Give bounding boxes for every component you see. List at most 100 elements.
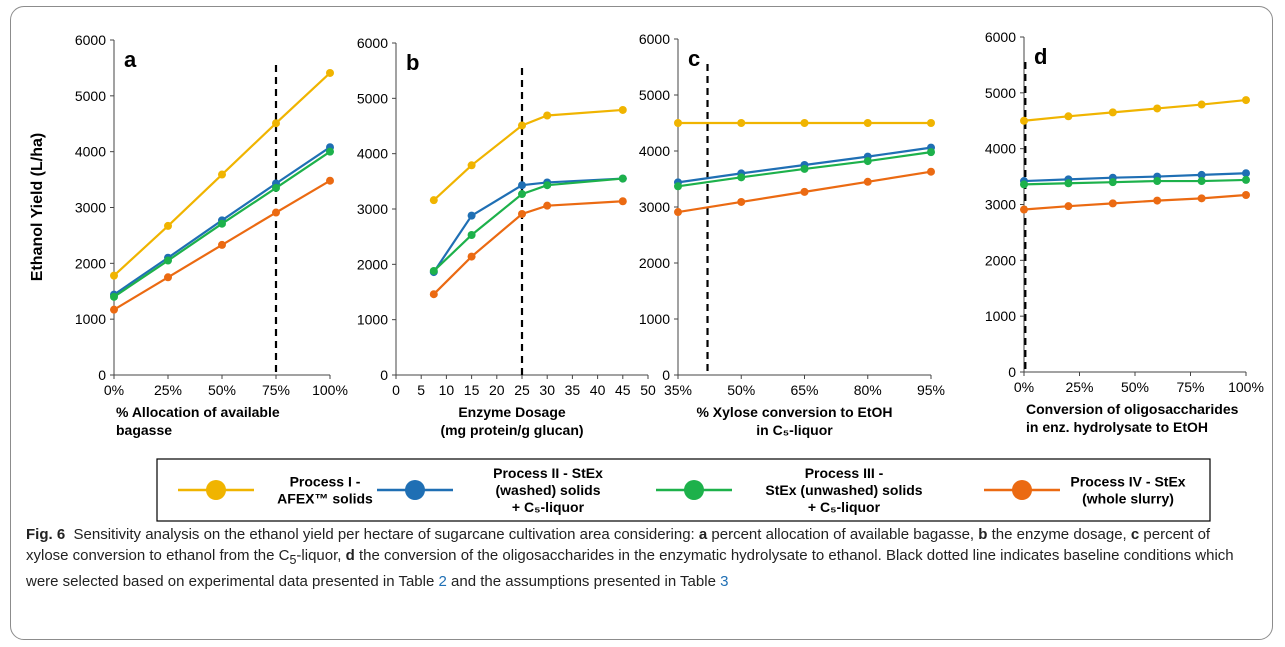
data-point-process_3 (618, 174, 627, 183)
y-tick-label: 0 (98, 367, 106, 383)
y-tick-label: 2000 (357, 256, 388, 272)
data-point-process_4 (467, 252, 476, 261)
y-tick-label: 3000 (357, 201, 388, 217)
data-point-process_1 (863, 119, 872, 127)
x-tick-label: 5 (417, 382, 425, 398)
x-tick-label: 65% (790, 382, 818, 398)
data-point-process_4 (1242, 191, 1250, 200)
caption-label-a: a (698, 526, 708, 543)
panel-label: b (406, 50, 419, 75)
x-tick-label: 50% (727, 382, 755, 398)
data-point-process_4 (863, 177, 872, 186)
data-point-process_1 (543, 111, 552, 120)
data-point-process_3 (1020, 180, 1028, 189)
data-point-process_2 (1197, 170, 1206, 179)
panel-label: c (688, 46, 700, 71)
y-axis-title: Ethanol Yield (L/ha) (29, 133, 46, 281)
data-point-process_3 (1242, 175, 1250, 184)
data-point-process_4 (518, 209, 526, 218)
data-point-process_1 (467, 161, 476, 170)
x-tick-label: 25 (514, 382, 530, 398)
x-tick-label: 35% (664, 382, 692, 398)
caption-text-5: -liquor, (296, 547, 342, 564)
data-point-process_1 (326, 68, 334, 77)
y-tick-label: 5000 (639, 87, 670, 103)
legend-label-process_1: AFEX™ solids (277, 491, 373, 507)
data-point-process_1 (1064, 112, 1073, 121)
caption-text-6: the conversion of the oligosaccharides i… (26, 547, 1234, 590)
data-point-process_1 (1153, 104, 1162, 113)
y-tick-label: 0 (380, 367, 388, 383)
x-tick-label: 75% (1176, 379, 1204, 395)
data-point-process_3 (218, 219, 226, 228)
y-tick-label: 3000 (985, 197, 1016, 213)
x-tick-label: 10 (439, 382, 455, 398)
y-tick-label: 2000 (985, 252, 1016, 268)
panel-a: 0 1000 2000 3000 4000 5000 6000 0% 25% 50% 75% 100%… (75, 32, 348, 438)
data-point-process_3 (429, 266, 438, 275)
data-point-process_3 (110, 292, 118, 301)
data-point-process_4 (1020, 205, 1028, 214)
x-axis-label: % Xylose conversion to EtOH (696, 404, 892, 420)
legend-label-process_3: Process III - (805, 465, 884, 481)
data-point-process_1 (1242, 96, 1250, 105)
panel-c: 0 1000 2000 3000 4000 5000 6000 35% 50% 65% 80% 95%… (639, 31, 945, 438)
y-tick-label: 6000 (75, 32, 106, 48)
data-point-process_1 (1197, 100, 1206, 109)
data-point-process_4 (110, 305, 118, 314)
x-axis-label: Conversion of oligosaccharides (1026, 401, 1239, 417)
caption-text-3: the enzyme dosage, (991, 526, 1127, 543)
data-point-process_3 (1064, 179, 1073, 188)
x-tick-label: 30 (539, 382, 555, 398)
data-point-process_1 (618, 105, 627, 114)
y-tick-label: 2000 (75, 255, 106, 271)
legend-marker-process_1 (206, 480, 226, 500)
legend-label-process_2: (washed) solids (495, 482, 600, 498)
y-tick-label: 1000 (639, 311, 670, 327)
data-point-process_3 (1153, 177, 1162, 186)
caption-table-ref-1[interactable]: 2 (438, 573, 447, 590)
caption-text-7: and the assumptions presented in Table (451, 573, 716, 590)
data-point-process_1 (927, 119, 935, 127)
data-point-process_4 (1153, 196, 1162, 205)
caption-text-4: percent of xylose conversion to ethanol … (26, 526, 1211, 564)
data-point-process_2 (467, 211, 476, 220)
data-point-process_4 (1064, 202, 1073, 211)
series-line-process_2 (1023, 172, 1247, 183)
data-point-process_4 (800, 187, 809, 196)
data-point-process_3 (467, 231, 476, 240)
data-point-process_1 (164, 221, 172, 230)
x-tick-label: 20 (489, 382, 505, 398)
data-point-process_3 (800, 164, 809, 173)
figure-caption: Fig. 6 Sensitivity analysis on the ethan… (26, 524, 1256, 592)
data-point-process_1 (218, 170, 226, 179)
y-tick-label: 3000 (75, 200, 106, 216)
y-tick-label: 5000 (357, 90, 388, 106)
legend-label-process_1: Process I - (290, 474, 361, 490)
legend-marker-process_3 (684, 480, 704, 500)
data-point-process_2 (518, 181, 526, 190)
legend-label-process_3: + C₅-liquor (808, 499, 881, 515)
series-line-process_1 (433, 108, 623, 201)
data-point-process_3 (863, 157, 872, 166)
y-tick-label: 0 (662, 367, 670, 383)
caption-table-ref-2[interactable]: 3 (720, 573, 729, 590)
y-tick-label: 4000 (985, 141, 1016, 157)
legend-label-process_2: + C₅-liquor (512, 499, 585, 515)
data-point-process_3 (164, 256, 172, 265)
caption-text-1: Sensitivity analysis on the ethanol yiel… (73, 526, 695, 543)
data-point-process_3 (326, 147, 334, 156)
x-tick-label: 100% (312, 382, 348, 398)
series-line-process_3 (1023, 178, 1247, 186)
panel-label: a (124, 47, 137, 72)
data-point-process_4 (543, 201, 552, 210)
caption-fig-label: Fig. 6 (26, 526, 66, 543)
series-line-process_3 (433, 177, 623, 272)
x-axis-label: in enz. hydrolysate to EtOH (1026, 419, 1208, 435)
data-point-process_1 (110, 271, 118, 280)
x-tick-label: 50% (1121, 379, 1149, 395)
series-line-process_1 (1023, 98, 1247, 122)
data-point-process_4 (674, 208, 682, 217)
legend-marker-process_2 (405, 480, 425, 500)
data-point-process_3 (674, 182, 682, 191)
